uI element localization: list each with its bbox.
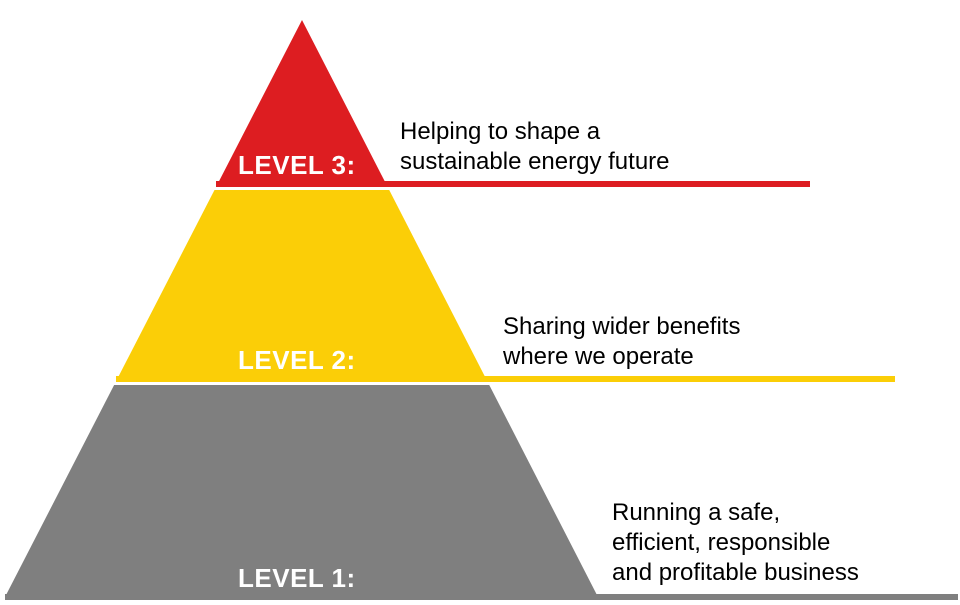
level3-label: LEVEL 3: xyxy=(238,150,356,181)
level1-label: LEVEL 1: xyxy=(238,563,356,594)
level1-description: Running a safe,efficient, responsibleand… xyxy=(612,498,859,588)
pyramid-diagram: LEVEL 3: Helping to shape asustainable e… xyxy=(0,0,960,605)
level2-label: LEVEL 2: xyxy=(238,345,356,376)
level3-description: Helping to shape asustainable energy fut… xyxy=(400,117,670,177)
level2-description: Sharing wider benefitswhere we operate xyxy=(503,312,740,372)
